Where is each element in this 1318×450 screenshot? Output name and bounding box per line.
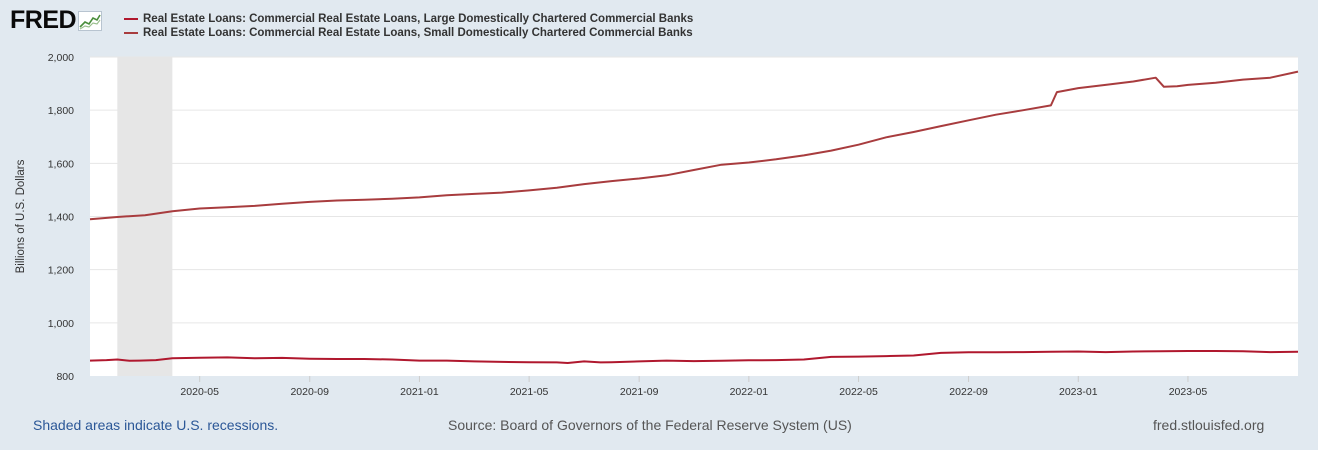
fred-logo-text: FRED	[10, 6, 77, 34]
line-chart: 800 1,000 1,200 1,400 1,600 1,800 2,000 2020-0…	[15, 52, 1299, 398]
x-tick-label: 2022-01	[730, 386, 769, 398]
y-tick-label: 1,200	[48, 265, 74, 277]
legend-label-small: Real Estate Loans: Commercial Real Estat…	[143, 27, 693, 39]
series-line-large-banks[interactable]	[89, 350, 1299, 364]
x-tick-label: 2020-05	[180, 386, 219, 398]
legend-item-small-banks[interactable]: Real Estate Loans: Commercial Real Estat…	[124, 26, 693, 40]
chart-line-icon	[78, 10, 103, 31]
legend-label-large: Real Estate Loans: Commercial Real Estat…	[143, 13, 694, 25]
legend-swatch-large	[124, 18, 138, 20]
legend-item-large-banks[interactable]: Real Estate Loans: Commercial Real Estat…	[124, 12, 693, 26]
y-tick-label: 1,400	[48, 212, 74, 224]
source-note: Source: Board of Governors of the Federa…	[448, 417, 852, 433]
chart-legend: Real Estate Loans: Commercial Real Estat…	[124, 12, 693, 40]
y-tick-label: 1,800	[48, 105, 74, 117]
legend-swatch-small	[124, 32, 138, 34]
x-tick-label: 2021-09	[620, 386, 659, 398]
y-tick-label: 800	[56, 371, 74, 383]
recession-note-link[interactable]: Shaded areas indicate U.S. recessions.	[33, 417, 279, 433]
fred-logo[interactable]: FRED	[10, 6, 103, 34]
series-line-small-banks[interactable]	[89, 70, 1299, 221]
x-tick-label: 2020-09	[290, 386, 329, 398]
x-tick-label: 2023-01	[1059, 386, 1098, 398]
x-tick-label: 2021-05	[510, 386, 549, 398]
y-axis-title: Billions of U.S. Dollars	[15, 159, 27, 273]
y-tick-label: 2,000	[48, 52, 74, 64]
x-tick-label: 2022-05	[839, 386, 878, 398]
y-tick-label: 1,000	[48, 318, 74, 330]
x-tick-label: 2022-09	[949, 386, 988, 398]
x-tick-label: 2021-01	[400, 386, 439, 398]
site-url-link[interactable]: fred.stlouisfed.org	[1153, 417, 1265, 433]
y-tick-label: 1,600	[48, 158, 74, 170]
x-tick-label: 2023-05	[1169, 386, 1208, 398]
